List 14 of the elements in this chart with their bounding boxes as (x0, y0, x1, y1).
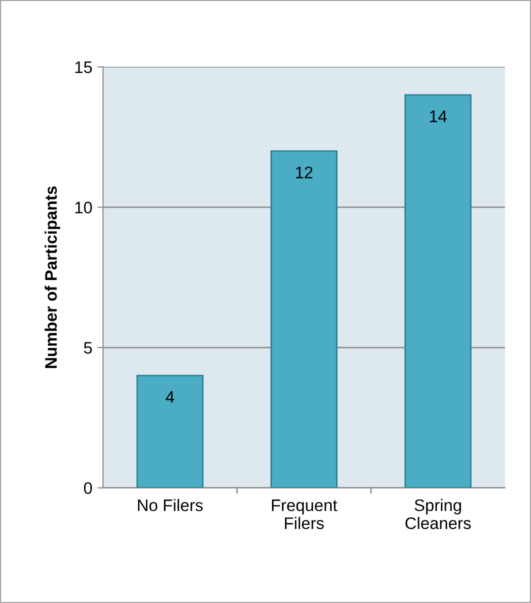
bar (136, 374, 204, 488)
data-label: 14 (430, 110, 447, 122)
y-tick-label: 5 (84, 342, 92, 354)
y-tick-label: 0 (84, 482, 92, 494)
bar (404, 94, 472, 488)
y-axis-title: Number of Participants (44, 186, 60, 368)
x-tick-label: Spring Cleaners (405, 498, 471, 530)
data-label: 12 (296, 166, 312, 178)
y-tick-label: 10 (75, 202, 92, 214)
bar (270, 150, 338, 488)
data-label: 4 (166, 391, 174, 403)
y-tick-label: 15 (75, 62, 92, 74)
x-tick-label: No Filers (138, 498, 203, 512)
x-tick-label: Frequent Filers (272, 500, 338, 530)
